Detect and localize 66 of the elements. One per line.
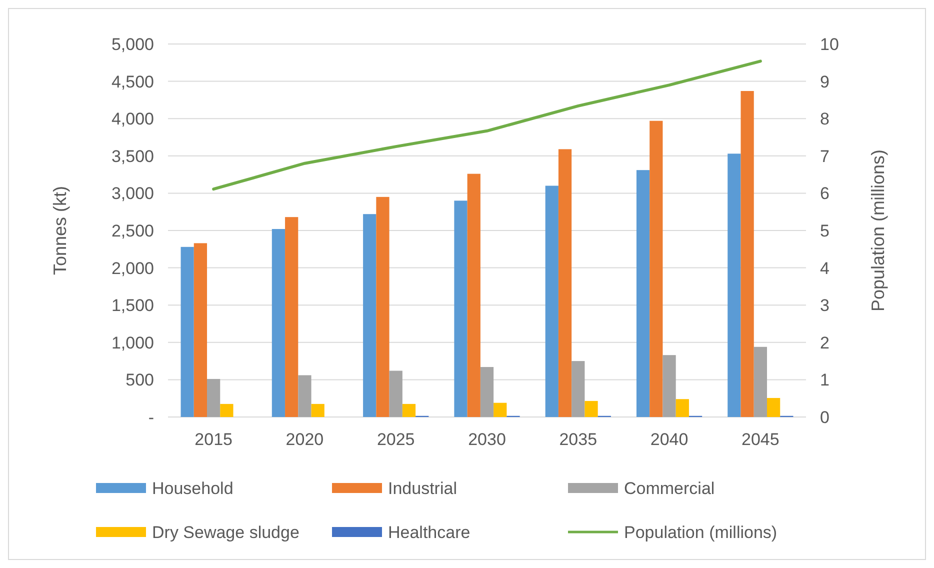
- bar: [584, 400, 598, 417]
- y-tick-label: 3,000: [111, 184, 154, 204]
- legend-label: Commercial: [624, 478, 715, 498]
- y-tick-label: 1,000: [111, 333, 154, 352]
- bar: [298, 375, 312, 417]
- legend-label: Household: [152, 478, 234, 498]
- bar: [676, 399, 689, 417]
- y-axis-title: Tonnes (kt): [50, 186, 70, 276]
- bar: [545, 186, 558, 417]
- bar: [636, 170, 650, 417]
- y2-tick-label: 5: [820, 221, 830, 240]
- bar: [363, 214, 376, 417]
- bar: [558, 149, 572, 417]
- bar: [402, 404, 416, 417]
- bar: [272, 229, 286, 417]
- bar: [728, 154, 741, 417]
- y2-tick-label: 2: [820, 333, 830, 352]
- y-tick-label: 2,500: [111, 221, 154, 240]
- bar: [740, 91, 754, 417]
- bar: [454, 200, 468, 417]
- y2-tick-label: 10: [820, 34, 839, 54]
- line-series: [212, 60, 762, 191]
- bar: [662, 355, 676, 417]
- y2-tick-label: 9: [820, 72, 830, 92]
- y-tick-label: 4,000: [111, 110, 154, 129]
- y-tick-label: 1,500: [111, 296, 154, 316]
- y-tick-label: 3,500: [111, 146, 154, 166]
- bar: [180, 246, 194, 417]
- bar: [650, 120, 663, 417]
- y2-tick-label: 7: [820, 146, 830, 166]
- bar: [389, 370, 402, 417]
- x-tick-label: 2045: [742, 430, 780, 449]
- x-tick-label: 2015: [194, 430, 232, 449]
- legend-label: Healthcare: [388, 522, 470, 542]
- y-tick-label: 500: [126, 370, 154, 390]
- bar: [194, 243, 208, 417]
- legend-label: Population (millions): [624, 522, 778, 542]
- y2-tick-label: 0: [820, 408, 830, 427]
- bar: [376, 196, 390, 417]
- y2-tick-label: 8: [820, 110, 830, 129]
- x-tick-label: 2035: [559, 430, 598, 449]
- y2-tick-label: 6: [820, 184, 830, 204]
- bar: [754, 346, 767, 417]
- legend-label: Dry Sewage sludge: [152, 522, 300, 542]
- y-tick-label: -: [148, 408, 154, 427]
- bar: [311, 404, 324, 417]
- y2-axis-title: Population (millions): [868, 149, 888, 312]
- y2-tick-label: 1: [820, 370, 830, 390]
- y-tick-label: 4,500: [111, 72, 154, 92]
- bar: [480, 367, 494, 417]
- y-tick-label: 2,000: [111, 258, 154, 278]
- x-tick-label: 2020: [286, 430, 324, 449]
- x-tick-label: 2040: [650, 430, 688, 449]
- y2-tick-label: 4: [820, 258, 830, 278]
- y2-tick-label: 3: [820, 296, 830, 316]
- bar: [766, 398, 780, 417]
- bar: [220, 404, 234, 417]
- legend-label: Industrial: [388, 478, 457, 498]
- bar: [494, 402, 507, 417]
- x-tick-label: 2025: [376, 430, 415, 449]
- bar: [285, 217, 298, 417]
- y-tick-label: 5,000: [111, 34, 154, 54]
- x-tick-label: 2030: [468, 430, 506, 449]
- bar: [207, 378, 220, 417]
- bar: [467, 174, 480, 417]
- bar: [572, 361, 585, 417]
